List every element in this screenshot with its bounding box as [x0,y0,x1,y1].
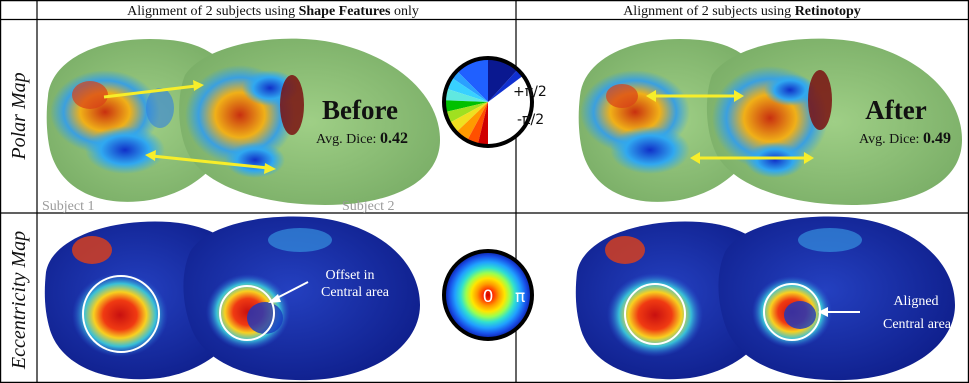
header-left: Alignment of 2 subjects using Shape Feat… [127,4,419,19]
after-dice: Avg. Dice: 0.49 [859,130,951,147]
polar-legend-plus: +π/2 [513,84,547,100]
offset-label-line2: Central area [321,285,390,300]
offset-label-line1: Offset in [325,268,374,283]
brain-polar-after-subject2 [706,38,962,205]
ecc-legend: 0 π [442,249,534,341]
arrows-polar-after [646,90,814,164]
aligned-label-line2: Central area [883,317,952,332]
polar-legend-minus: -π/2 [517,112,544,128]
subject2-label: Subject 2 [342,199,395,214]
offset-arrow [268,281,309,303]
ecc-circles-before [82,275,275,353]
aligned-label-line1: Aligned [893,294,938,309]
row-label-polar: Polar Map [8,72,30,160]
polar-legend: +π/2 -π/2 [442,56,547,148]
ecc-legend-center: 0 [483,287,494,307]
header-right: Alignment of 2 subjects using Retinotopy [623,4,861,19]
aligned-arrow [818,307,860,317]
before-title: Before [322,95,398,125]
subject1-label: Subject 1 [42,199,95,214]
brain-ecc-after-subject2 [718,216,955,381]
ecc-legend-edge: π [515,287,525,307]
arrows-polar-before [103,80,276,174]
after-title: After [865,95,926,125]
row-label-eccentricity: Eccentricity Map [8,231,30,370]
brain-polar-before-subject2 [179,38,440,205]
before-dice: Avg. Dice: 0.42 [316,130,408,147]
